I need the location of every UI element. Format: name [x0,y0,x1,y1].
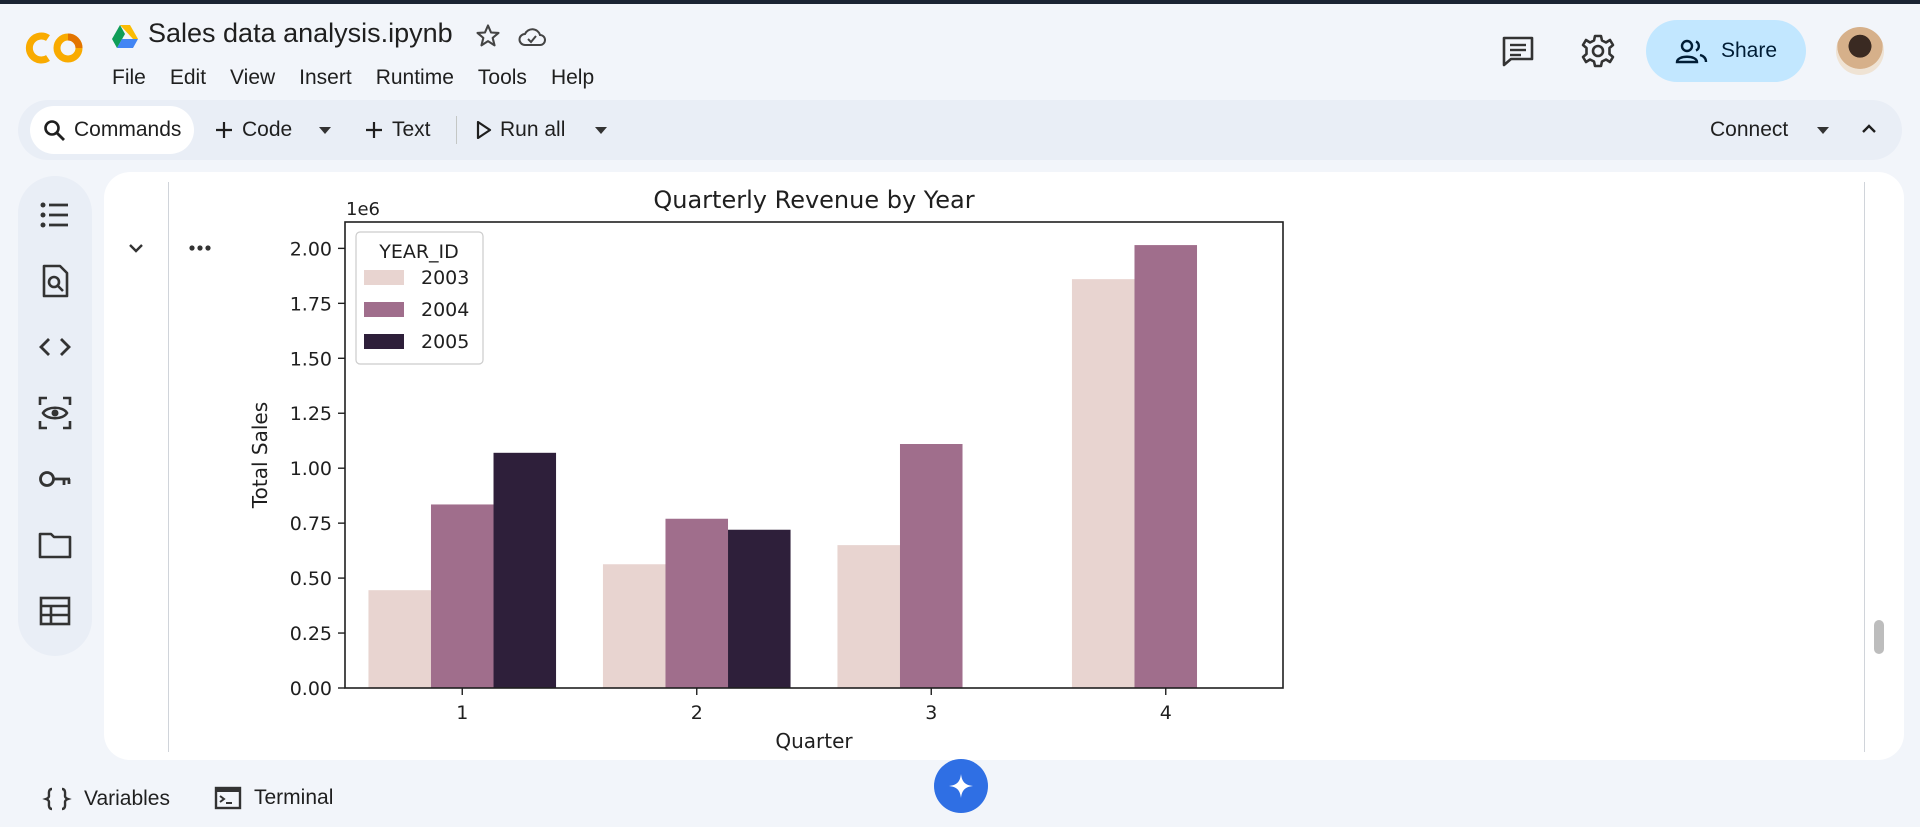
window-top-strip [0,0,1920,4]
share-button[interactable]: Share [1646,20,1806,82]
cell-right-border [1864,182,1865,752]
add-code-label: Code [242,118,293,141]
bar-q1-2004 [430,504,494,688]
y-tick-label: 2.00 [290,238,332,260]
bar-q2-2005 [728,529,791,688]
notebook-title[interactable]: Sales data analysis.ipynb [148,18,453,48]
run-options-dropdown-icon[interactable] [594,124,608,136]
legend-label-2005: 2005 [421,331,469,353]
google-drive-icon [112,25,138,48]
chart-legend: YEAR_ID 2003 2004 2005 [355,231,484,365]
bar-q2-2004 [665,518,729,688]
code-snippets-icon[interactable] [36,328,74,366]
y-tick-label: 1.50 [290,348,332,370]
files-folder-icon[interactable] [36,526,74,564]
y-tick-label: 0.75 [290,513,332,535]
table-of-contents-icon[interactable] [36,196,74,234]
cell-left-border [168,182,169,752]
y-tick-label: 1.75 [290,293,332,315]
bar-q1-2003 [368,590,431,688]
bar-q3-2004 [899,444,963,688]
curly-braces-icon [42,787,72,811]
x-axis-label: Quarter [775,729,853,753]
search-icon [44,120,65,141]
user-avatar[interactable] [1836,27,1884,75]
menu-help[interactable]: Help [550,66,595,89]
play-icon [476,121,492,139]
notebook-toolbar: Commands Code Text Run all Connect [18,100,1902,160]
menu-bar: File Edit View Insert Runtime Tools Help [112,66,618,90]
comment-icon[interactable] [1500,34,1536,68]
add-code-button[interactable]: Code [214,100,292,160]
menu-runtime[interactable]: Runtime [375,66,454,89]
y-axis-offset-label: 1e6 [346,199,380,220]
terminal-label: Terminal [254,786,334,809]
cloud-saved-icon[interactable] [516,24,548,50]
y-tick-label: 0.00 [290,678,332,700]
add-text-label: Text [392,118,431,141]
bar-q4-2003 [1071,279,1135,688]
bar-q4-2004 [1134,245,1198,688]
menu-insert[interactable]: Insert [299,66,352,89]
menu-view[interactable]: View [230,66,276,89]
legend-swatch-2005 [364,334,404,349]
bar-q3-2003 [837,545,900,688]
x-tick-label: 3 [925,702,937,724]
plus-icon [366,122,382,138]
star-icon[interactable] [474,22,502,50]
secrets-key-icon[interactable] [36,460,74,498]
variables-inspector-icon[interactable] [36,394,74,432]
data-table-icon[interactable] [36,592,74,630]
connect-button[interactable]: Connect [1710,100,1788,160]
y-tick-label: 1.00 [290,458,332,480]
toolbar-divider [456,116,457,144]
people-icon [1675,39,1708,64]
sparkle-icon [949,774,973,798]
code-cell-dropdown-icon[interactable] [318,124,332,136]
plus-icon [216,122,232,138]
menu-edit[interactable]: Edit [169,66,207,89]
colab-logo[interactable] [24,30,88,66]
terminal-panel-button[interactable]: Terminal [214,786,333,810]
y-tick-label: 0.25 [290,623,332,645]
legend-swatch-2003 [364,270,404,285]
find-replace-icon[interactable] [36,262,74,300]
commands-button[interactable]: Commands [30,106,194,154]
terminal-icon [214,786,242,810]
legend-label-2003: 2003 [421,267,469,289]
legend-title: YEAR_ID [378,241,459,263]
plot-area-frame [344,221,1284,689]
collapse-output-chevron-down-icon[interactable] [124,236,148,260]
x-tick-label: 4 [1160,702,1172,724]
bar-q1-2005 [493,452,557,688]
run-all-button[interactable]: Run all [476,100,565,160]
legend-box [355,231,484,365]
variables-label: Variables [84,787,170,810]
connect-dropdown-icon[interactable] [1816,124,1830,136]
share-label: Share [1720,39,1778,62]
menu-file[interactable]: File [112,66,146,89]
bar-q2-2003 [602,564,666,688]
commands-label: Commands [74,118,182,141]
y-tick-label: 1.25 [290,403,332,425]
y-tick-label: 0.50 [290,568,332,590]
run-all-label: Run all [500,118,566,141]
x-tick-label: 1 [456,702,468,724]
legend-label-2004: 2004 [421,299,469,321]
output-more-actions-icon[interactable] [186,238,214,258]
collapse-header-chevron-up-icon[interactable] [1860,120,1878,138]
connect-label: Connect [1710,118,1789,141]
chart-title: Quarterly Revenue by Year [653,186,974,214]
settings-gear-icon[interactable] [1580,33,1616,69]
x-tick-label: 2 [691,702,703,724]
vertical-scrollbar-thumb[interactable] [1874,620,1884,654]
variables-panel-button[interactable]: Variables [42,786,170,812]
y-axis-label: Total Sales [248,402,272,509]
quarterly-revenue-chart: Quarterly Revenue by Year 1e6 Total Sale… [248,186,1284,753]
legend-swatch-2004 [364,302,404,317]
add-text-button[interactable]: Text [364,100,431,160]
gemini-assist-button[interactable] [934,759,988,813]
side-rail [18,176,92,656]
menu-tools[interactable]: Tools [477,66,527,89]
